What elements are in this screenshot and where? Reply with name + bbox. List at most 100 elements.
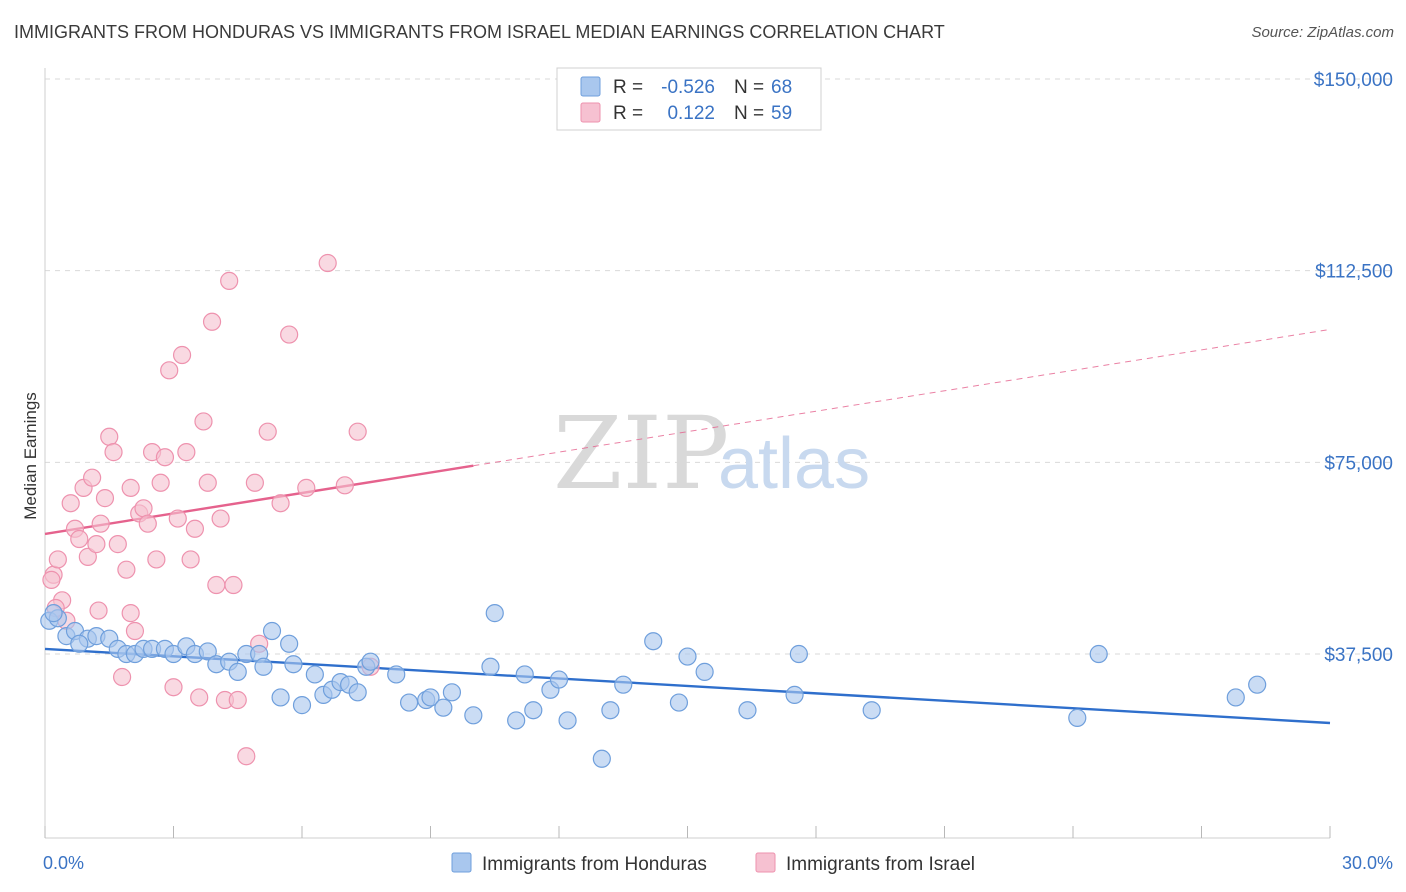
point-honduras-23: [262, 621, 282, 641]
y-tick-label-0: $37,500: [1324, 645, 1393, 666]
legend-n-value-honduras: 68: [771, 77, 792, 98]
point-israel-24: [147, 550, 166, 569]
point-israel-40: [220, 271, 239, 290]
point-israel-31: [177, 443, 196, 462]
point-honduras-52: [601, 701, 620, 720]
legend: R = -0.526 N = 68 R = 0.122 N = 59: [556, 67, 822, 131]
point-honduras-24: [271, 688, 290, 707]
point-honduras-27: [292, 696, 312, 715]
legend-r-label-israel: R =: [613, 103, 643, 124]
point-israel-11: [91, 514, 110, 533]
point-israel-56: [89, 601, 108, 620]
point-honduras-39: [421, 688, 440, 707]
point-honduras-50: [558, 711, 577, 730]
point-israel-36: [202, 312, 222, 331]
watermark-zip: ZIP: [553, 395, 729, 512]
axes: [44, 68, 1331, 839]
point-israel-33: [185, 519, 205, 538]
x-tick-label-1: 30.0%: [1342, 853, 1393, 873]
point-honduras-55: [669, 693, 689, 712]
point-honduras-64: [1226, 688, 1245, 707]
y-tick-label-3: $150,000: [1314, 70, 1393, 91]
point-israel-29: [168, 509, 187, 528]
point-honduras-22: [254, 657, 273, 676]
point-honduras-66: [44, 604, 63, 623]
legend-r-label-honduras: R =: [613, 77, 643, 98]
legend-r-value-honduras: -0.526: [661, 77, 715, 98]
bottom-legend-swatch-honduras: [451, 852, 472, 873]
point-honduras-16: [198, 642, 217, 661]
point-honduras-26: [284, 655, 303, 674]
point-honduras-35: [361, 652, 380, 671]
point-israel-12: [95, 489, 115, 508]
point-israel-37: [207, 575, 226, 595]
point-israel-27: [160, 361, 179, 380]
bottom-legend-swatch-israel: [755, 852, 776, 873]
bottom-legend-label-israel: Immigrants from Israel: [786, 854, 975, 875]
point-honduras-45: [507, 711, 526, 730]
point-israel-6: [70, 529, 89, 549]
point-israel-32: [181, 550, 200, 569]
point-israel-52: [348, 422, 367, 441]
point-israel-9: [83, 468, 102, 487]
source-label: Source: ZipAtlas.com: [1251, 24, 1394, 41]
legend-n-label-honduras: N =: [734, 77, 764, 98]
point-honduras-33: [348, 683, 367, 702]
gridlines: [45, 78, 1395, 655]
point-israel-38: [211, 509, 230, 528]
point-honduras-46: [515, 665, 534, 684]
x-tick-label-0: 0.0%: [43, 853, 84, 873]
point-israel-13: [100, 427, 119, 446]
point-honduras-42: [464, 706, 483, 725]
x-tick-labels: 0.0% 30.0%: [43, 853, 1393, 873]
point-israel-48: [280, 325, 299, 344]
chart-title: IMMIGRANTS FROM HONDURAS VS IMMIGRANTS F…: [14, 22, 945, 42]
point-honduras-54: [644, 632, 663, 651]
point-honduras-60: [789, 644, 808, 664]
point-israel-46: [258, 422, 277, 441]
point-israel-21: [134, 499, 153, 518]
point-israel-47: [271, 494, 290, 513]
point-honduras-43: [481, 657, 500, 676]
point-honduras-19: [228, 662, 247, 681]
point-israel-42: [228, 690, 247, 710]
point-honduras-65: [1248, 675, 1267, 694]
point-honduras-41: [442, 683, 462, 702]
point-honduras-59: [785, 685, 804, 704]
point-honduras-58: [738, 701, 757, 720]
point-honduras-61: [862, 701, 881, 720]
point-israel-19: [125, 621, 145, 641]
trend-line-israel: [44, 464, 474, 536]
y-axis-label: Median Earnings: [21, 392, 40, 520]
point-israel-50: [318, 253, 337, 273]
point-israel-4: [61, 494, 80, 513]
point-israel-10: [87, 535, 106, 554]
point-israel-44: [245, 473, 264, 492]
point-israel-35: [198, 473, 217, 492]
point-honduras-47: [524, 701, 543, 720]
trend-line-extension-israel: [473, 328, 1331, 467]
bottom-legend-label-honduras: Immigrants from Honduras: [482, 854, 707, 875]
point-israel-18: [121, 478, 140, 497]
point-israel-26: [155, 448, 175, 467]
point-israel-54: [42, 570, 61, 589]
point-israel-49: [297, 478, 316, 497]
data-points: [40, 253, 1267, 768]
point-honduras-63: [1089, 644, 1108, 664]
point-israel-16: [112, 667, 132, 687]
legend-n-value-israel: 59: [771, 103, 792, 124]
watermark-atlas: atlas: [718, 424, 870, 504]
legend-swatch-honduras: [580, 76, 601, 97]
point-honduras-57: [695, 662, 714, 681]
point-israel-57: [121, 604, 140, 623]
point-honduras-67: [70, 634, 89, 653]
point-israel-41: [224, 575, 243, 595]
bottom-legend: Immigrants from Honduras Immigrants from…: [451, 852, 975, 875]
point-israel-28: [164, 678, 183, 697]
point-israel-8: [78, 547, 97, 566]
point-israel-43: [237, 747, 256, 766]
point-israel-30: [172, 345, 192, 365]
y-tick-labels: $37,500 $75,000 $112,500 $150,000: [1314, 70, 1393, 666]
legend-box: [556, 67, 822, 131]
